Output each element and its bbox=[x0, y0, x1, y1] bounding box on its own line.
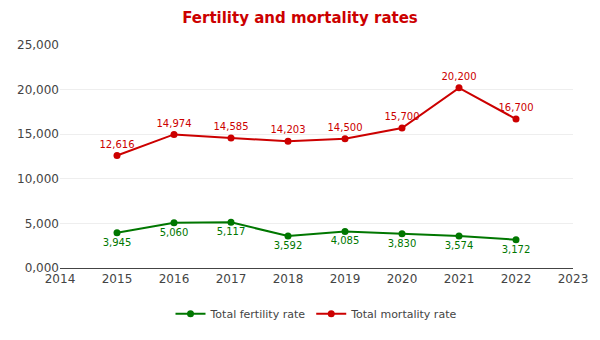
svg-text:10,000: 10,000 bbox=[17, 172, 59, 186]
svg-text:15,000: 15,000 bbox=[17, 127, 59, 141]
svg-text:3,945: 3,945 bbox=[103, 237, 132, 248]
svg-text:14,203: 14,203 bbox=[271, 124, 306, 135]
svg-text:2014: 2014 bbox=[45, 272, 76, 286]
svg-text:14,974: 14,974 bbox=[157, 118, 192, 129]
svg-text:3,830: 3,830 bbox=[388, 238, 417, 249]
svg-text:4,085: 4,085 bbox=[331, 235, 360, 246]
svg-text:Fertility and mortality rates: Fertility and mortality rates bbox=[182, 9, 418, 27]
svg-text:20,200: 20,200 bbox=[442, 71, 477, 82]
svg-text:2015: 2015 bbox=[102, 272, 133, 286]
svg-text:Total mortality rate: Total mortality rate bbox=[350, 308, 456, 321]
svg-text:25,000: 25,000 bbox=[17, 38, 59, 52]
svg-text:14,585: 14,585 bbox=[214, 121, 249, 132]
svg-text:14,500: 14,500 bbox=[328, 122, 363, 133]
svg-text:2019: 2019 bbox=[330, 272, 361, 286]
svg-text:12,616: 12,616 bbox=[100, 139, 135, 150]
svg-text:3,574: 3,574 bbox=[445, 240, 474, 251]
svg-text:Total fertility rate: Total fertility rate bbox=[210, 308, 306, 321]
svg-text:2016: 2016 bbox=[159, 272, 190, 286]
svg-text:2017: 2017 bbox=[216, 272, 247, 286]
svg-text:3,592: 3,592 bbox=[274, 240, 303, 251]
svg-text:2018: 2018 bbox=[273, 272, 304, 286]
svg-text:15,700: 15,700 bbox=[385, 111, 420, 122]
svg-text:5,117: 5,117 bbox=[217, 226, 246, 237]
svg-text:16,700: 16,700 bbox=[499, 102, 534, 113]
svg-text:5,000: 5,000 bbox=[25, 217, 59, 231]
svg-text:5,060: 5,060 bbox=[160, 227, 189, 238]
svg-text:3,172: 3,172 bbox=[502, 244, 531, 255]
svg-text:2020: 2020 bbox=[387, 272, 418, 286]
svg-text:0,000: 0,000 bbox=[25, 261, 59, 275]
svg-text:20,000: 20,000 bbox=[17, 83, 59, 97]
svg-text:2022: 2022 bbox=[501, 272, 532, 286]
svg-text:2023: 2023 bbox=[558, 272, 589, 286]
svg-text:2021: 2021 bbox=[444, 272, 475, 286]
